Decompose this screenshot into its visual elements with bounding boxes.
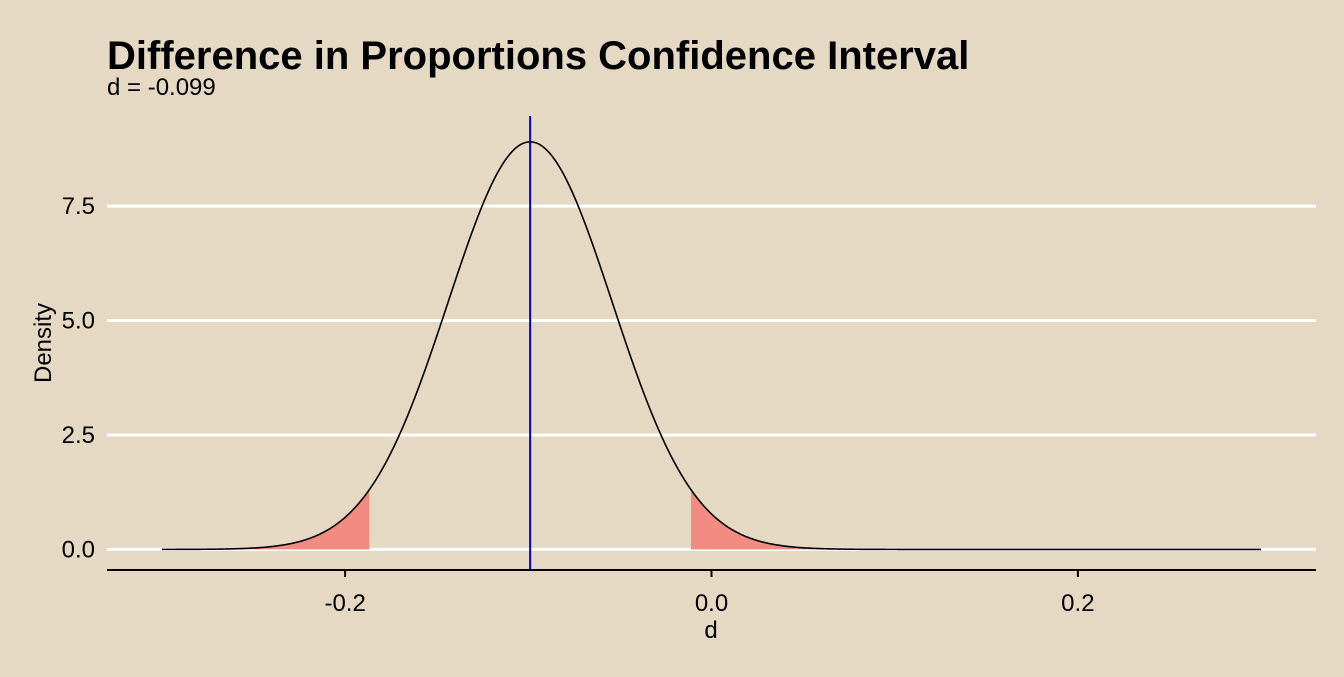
density-curve	[161, 141, 1262, 551]
density-curve-group	[161, 141, 1262, 551]
y-tick-label-3: 7.5	[62, 193, 95, 220]
shaded-region-1	[690, 489, 1262, 550]
y-tick-labels: 0.0 2.5 5.0 7.5	[62, 193, 95, 563]
x-tick-label-2: 0.2	[1061, 590, 1094, 617]
shaded-regions	[161, 489, 1262, 550]
shaded-region-0	[161, 489, 370, 550]
y-tick-label-0: 0.0	[62, 536, 95, 563]
x-tick-label-0: -0.2	[324, 590, 365, 617]
chart-title: Difference in Proportions Confidence Int…	[107, 34, 969, 78]
y-tick-label-1: 2.5	[62, 422, 95, 449]
chart-subtitle: d = -0.099	[107, 74, 216, 101]
y-axis-label: Density	[30, 303, 57, 383]
x-axis-label: d	[704, 617, 717, 644]
y-tick-label-2: 5.0	[62, 308, 95, 335]
x-tick-label-1: 0.0	[695, 590, 728, 617]
x-axis	[107, 569, 1316, 577]
x-tick-labels: -0.2 0.0 0.2	[324, 590, 1094, 617]
gridlines	[107, 204, 1316, 551]
